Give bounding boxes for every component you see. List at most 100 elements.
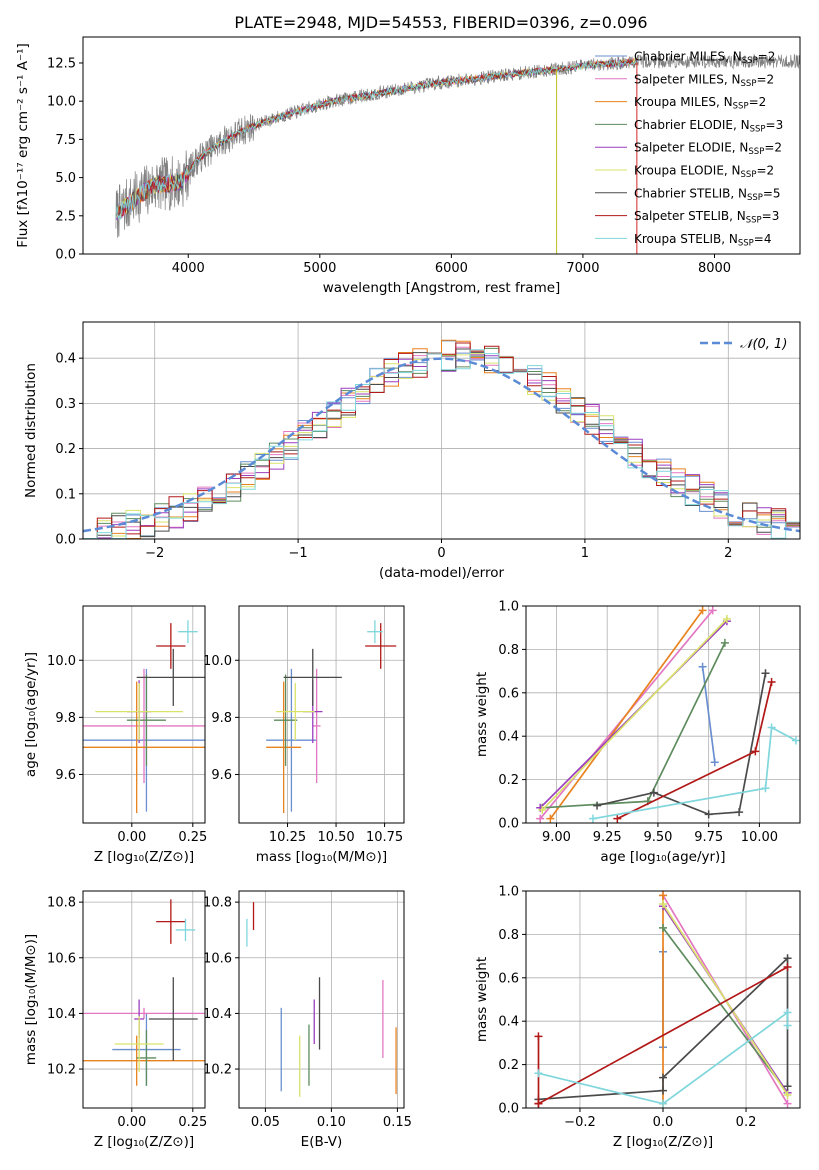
errorbar-point <box>156 899 186 944</box>
model-fit-line <box>115 58 639 219</box>
x-tick-label: 9.25 <box>593 830 622 845</box>
y-tick-label: 10.6 <box>203 951 232 966</box>
x-tick-label: 0.00 <box>117 830 146 845</box>
errorbar-point <box>83 1007 205 1019</box>
y-tick-label: 0.8 <box>498 643 519 658</box>
y-tick-label: 10.2 <box>203 1063 232 1078</box>
weight-marker <box>783 1008 792 1017</box>
age-vs-Z-points <box>83 620 205 814</box>
weight-marker <box>659 923 667 932</box>
age-vs-mass-frame: 10.25 10.50 10.75 9.6 9.8 10.0 mass [log₁₀(M/M… <box>203 605 405 865</box>
errorbar-point <box>83 668 205 784</box>
y-tick-label: 9.8 <box>55 711 76 726</box>
weight-marker <box>588 814 597 823</box>
weight-marker <box>761 669 770 678</box>
y-tick-label: 10.6 <box>47 951 76 966</box>
y-tick-label: 9.6 <box>55 768 76 783</box>
weight-marker <box>613 814 622 823</box>
weight-vs-age-axes <box>526 605 800 824</box>
y-tick-label: 0.0 <box>55 533 76 548</box>
y-axis-label: Normed distribution <box>23 363 39 498</box>
weight-marker <box>783 1082 792 1091</box>
weight-marker <box>538 805 547 814</box>
mass-vs-Z-frame: 0.00 0.25 10.2 10.4 10.6 10.8 Z [log₁₀(Z/Z⊙)] m… <box>23 890 207 1150</box>
weight-marker <box>735 808 744 817</box>
mass-vs-Z-points <box>83 899 205 1086</box>
mass-vs-Z-axes <box>83 891 205 1108</box>
age-vs-mass-points <box>266 620 397 814</box>
x-axis-label: age [log₁₀(age/yr)] <box>600 849 725 865</box>
weight-marker <box>534 1069 543 1078</box>
errorbar-point <box>178 620 198 644</box>
x-tick-label: −0.2 <box>564 1115 596 1130</box>
legend-entry: Chabrier MILES, NSSP=2 <box>634 50 775 67</box>
model-fit-line <box>115 58 639 221</box>
legend-entry: 𝒩(0, 1) <box>740 337 787 352</box>
errorbar-point <box>83 1035 205 1086</box>
weight-marker <box>767 677 776 686</box>
x-tick-label: 1 <box>581 546 589 561</box>
weight-marker <box>659 1099 667 1108</box>
x-tick-label: 0 <box>437 546 445 561</box>
weight-series-line <box>549 609 704 820</box>
x-axis-label: (data-model)/error <box>379 565 505 581</box>
x-tick-label: 10.50 <box>317 830 354 845</box>
x-tick-label: 0.10 <box>317 1115 346 1130</box>
weight-marker <box>534 1099 543 1108</box>
y-tick-label: 10.4 <box>47 1007 76 1022</box>
y-tick-label: 10.4 <box>203 1007 232 1022</box>
axes-frame <box>525 605 801 824</box>
errorbar-point <box>266 681 302 814</box>
y-axis-label: mass [log₁₀(M/M⊙)] <box>23 934 39 1065</box>
y-axis-label: age [log₁₀(age/yr)] <box>23 652 39 777</box>
x-tick-label: 0.25 <box>178 830 207 845</box>
weight-vs-age-frame: 9.00 9.25 9.50 9.75 10.00 0.0 0.2 0.4 0.6 0.8 1.0 a… <box>474 600 801 865</box>
y-tick-label: 7.5 <box>55 133 76 148</box>
weight-marker <box>710 758 719 767</box>
y-tick-label: 0.6 <box>498 686 519 701</box>
errorbar-point <box>365 623 397 669</box>
y-tick-label: 0.2 <box>498 1058 519 1073</box>
histogram-step <box>83 349 800 539</box>
legend-entry: Kroupa STELIB, NSSP=4 <box>634 232 772 249</box>
legend-entry: Chabrier STELIB, NSSP=5 <box>634 186 781 203</box>
errorbar-point <box>175 918 196 942</box>
x-tick-label: −2 <box>145 546 164 561</box>
x-tick-label: 4000 <box>172 261 205 276</box>
mass-vs-EBV-axes <box>239 891 404 1108</box>
y-tick-label: 0.2 <box>498 773 519 788</box>
y-tick-label: 9.8 <box>211 711 232 726</box>
weight-series-line <box>616 681 773 820</box>
mass-vs-EBV-points <box>246 902 397 1097</box>
y-tick-label: 10.2 <box>47 1063 76 1078</box>
weight-series-line <box>662 903 789 1096</box>
y-tick-label: 0.6 <box>498 971 519 986</box>
errorbar-point <box>312 668 321 784</box>
y-tick-label: 12.5 <box>47 56 76 71</box>
x-tick-label: 9.75 <box>694 830 723 845</box>
errorbar-point <box>136 648 205 706</box>
legend-entry: Salpeter STELIB, NSSP=3 <box>634 209 779 226</box>
x-tick-label: 9.50 <box>643 830 672 845</box>
legend-entry: Kroupa MILES, NSSP=2 <box>634 95 766 112</box>
weight-marker <box>659 900 667 909</box>
model-fit-line <box>115 57 639 218</box>
weight-series-line <box>538 1010 789 1105</box>
y-tick-label: 10.8 <box>47 896 76 911</box>
figure-title: PLATE=2948, MJD=54553, FIBERID=0396, z=0… <box>234 13 647 32</box>
errorbar-point <box>266 668 317 812</box>
y-tick-label: 1.0 <box>498 885 519 900</box>
x-tick-label: 8000 <box>698 261 731 276</box>
x-axis-label: Z [log₁₀(Z/Z⊙)] <box>613 1134 713 1150</box>
y-tick-label: 10.0 <box>47 654 76 669</box>
weight-marker <box>720 638 729 647</box>
x-tick-label: 10.00 <box>741 830 778 845</box>
y-axis-label: Flux [fλ10⁻¹⁷ erg cm⁻² s⁻¹ A⁻¹] <box>15 43 31 248</box>
x-tick-label: 10.75 <box>366 830 403 845</box>
weight-marker <box>536 814 545 823</box>
axes-frame <box>238 605 405 824</box>
errorbar-point <box>126 674 166 766</box>
weight-marker <box>704 810 713 819</box>
spectrum-plot <box>115 53 800 254</box>
weight-marker <box>659 891 667 900</box>
